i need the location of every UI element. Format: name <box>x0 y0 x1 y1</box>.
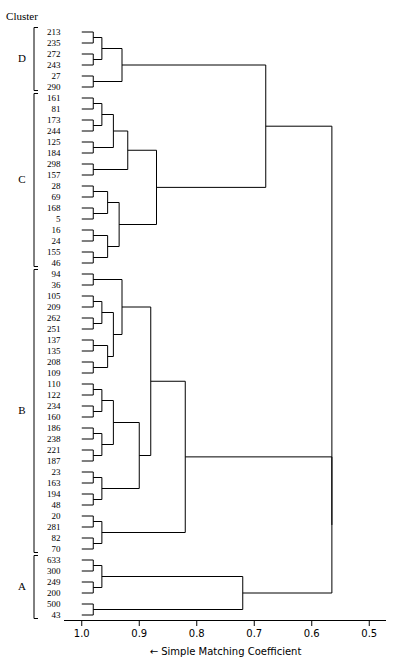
svg-text:243: 243 <box>47 60 61 70</box>
svg-text:122: 122 <box>47 390 61 400</box>
svg-text:249: 249 <box>47 577 61 587</box>
svg-text:262: 262 <box>47 313 61 323</box>
svg-text:28: 28 <box>52 181 62 191</box>
svg-text:D: D <box>18 52 26 64</box>
svg-text:186: 186 <box>47 423 61 433</box>
svg-text:0.9: 0.9 <box>131 628 147 639</box>
svg-text:137: 137 <box>47 335 61 345</box>
svg-text:234: 234 <box>47 401 61 411</box>
svg-text:46: 46 <box>52 258 62 268</box>
svg-text:0.7: 0.7 <box>246 628 262 639</box>
svg-text:48: 48 <box>52 500 62 510</box>
svg-text:94: 94 <box>52 269 62 279</box>
svg-text:105: 105 <box>47 291 61 301</box>
svg-text:82: 82 <box>52 533 61 543</box>
svg-text:184: 184 <box>47 148 61 158</box>
svg-text:5: 5 <box>56 214 61 224</box>
svg-text:168: 168 <box>47 203 61 213</box>
svg-text:70: 70 <box>52 544 62 554</box>
svg-text:16: 16 <box>52 225 62 235</box>
svg-text:244: 244 <box>47 126 61 136</box>
svg-text:163: 163 <box>47 478 61 488</box>
svg-text:43: 43 <box>52 610 62 620</box>
svg-text:500: 500 <box>47 599 61 609</box>
svg-text:300: 300 <box>47 566 61 576</box>
svg-text:251: 251 <box>47 324 61 334</box>
svg-text:110: 110 <box>47 379 61 389</box>
svg-text:187: 187 <box>47 456 61 466</box>
svg-text:0.5: 0.5 <box>361 628 377 639</box>
svg-text:24: 24 <box>52 236 62 246</box>
svg-text:Cluster: Cluster <box>6 10 38 22</box>
svg-text:20: 20 <box>52 511 62 521</box>
svg-text:281: 281 <box>47 522 61 532</box>
svg-text:272: 272 <box>47 49 61 59</box>
svg-text:B: B <box>18 404 25 416</box>
svg-text:C: C <box>18 173 25 185</box>
svg-text:157: 157 <box>47 170 61 180</box>
svg-text:235: 235 <box>47 38 61 48</box>
svg-text:36: 36 <box>52 280 62 290</box>
svg-text:0.8: 0.8 <box>189 628 205 639</box>
svg-text:125: 125 <box>47 137 61 147</box>
svg-text:160: 160 <box>47 412 61 422</box>
svg-text:208: 208 <box>47 357 61 367</box>
svg-text:209: 209 <box>47 302 61 312</box>
svg-text:← Simple Matching Coefficient: ← Simple Matching Coefficient <box>150 646 302 657</box>
svg-text:69: 69 <box>52 192 62 202</box>
svg-text:221: 221 <box>47 445 61 455</box>
svg-text:135: 135 <box>47 346 61 356</box>
svg-text:298: 298 <box>47 159 61 169</box>
svg-text:173: 173 <box>47 115 61 125</box>
svg-text:290: 290 <box>47 82 61 92</box>
svg-text:155: 155 <box>47 247 61 257</box>
svg-text:161: 161 <box>47 93 61 103</box>
svg-text:0.6: 0.6 <box>304 628 320 639</box>
svg-text:109: 109 <box>47 368 61 378</box>
svg-text:238: 238 <box>47 434 61 444</box>
svg-text:23: 23 <box>52 467 62 477</box>
svg-text:81: 81 <box>52 104 61 114</box>
svg-text:194: 194 <box>47 489 61 499</box>
svg-text:1.0: 1.0 <box>74 628 90 639</box>
svg-text:27: 27 <box>52 71 62 81</box>
svg-text:213: 213 <box>47 27 61 37</box>
svg-text:633: 633 <box>47 555 61 565</box>
svg-text:200: 200 <box>47 588 61 598</box>
svg-text:A: A <box>18 580 26 592</box>
